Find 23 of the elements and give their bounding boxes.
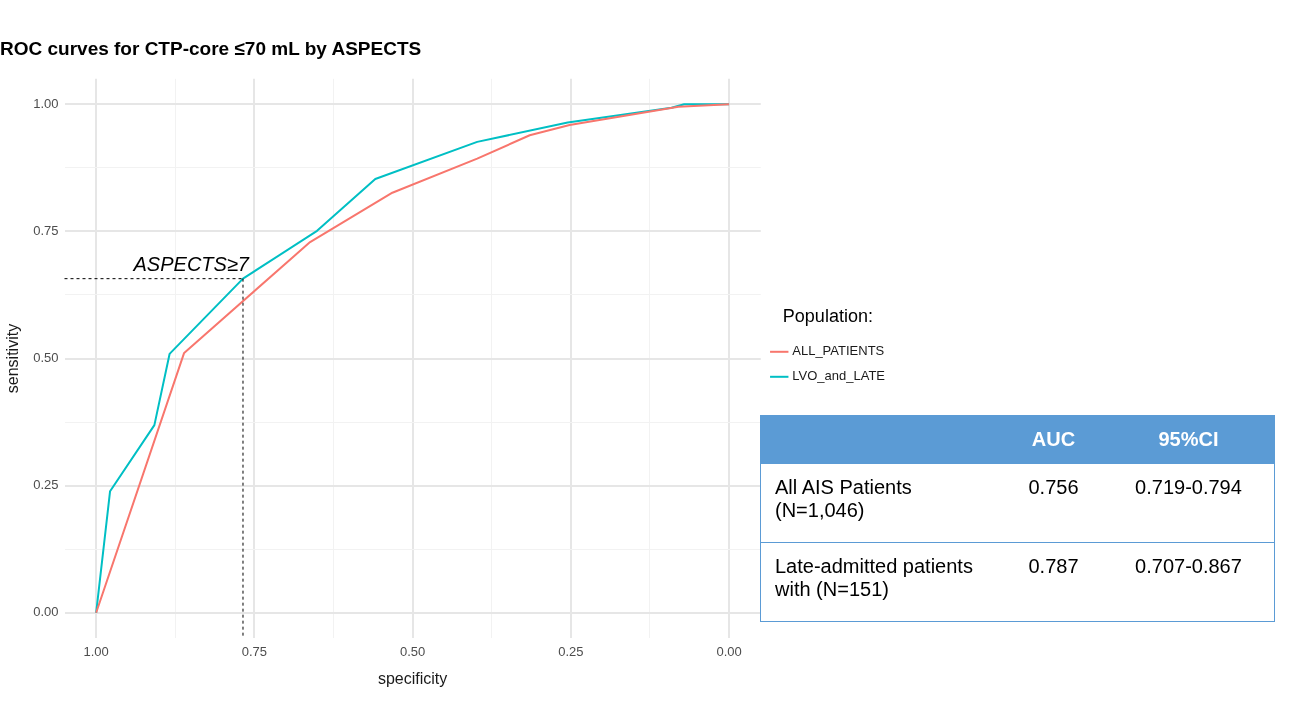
y-tick-label: 0.00 (33, 604, 59, 620)
y-tick-label: 0.75 (33, 222, 59, 238)
text: 0.756 (1027, 475, 1080, 500)
text: 0.707-0.867 (1134, 554, 1243, 579)
y-tick-label: 0.25 (33, 477, 59, 493)
annotation: ASPECTS≥7 (132, 253, 250, 276)
y-axis-title: sensitivity (4, 323, 22, 394)
y-tick-label: 1.00 (33, 95, 59, 111)
legend-label: ALL_PATIENTS (792, 343, 885, 359)
text: 0.787 (1027, 554, 1080, 579)
x-tick-label: 0.00 (716, 643, 742, 659)
text: All AIS Patients (N=1,046) (774, 475, 913, 523)
x-axis-title: specificity (377, 669, 448, 687)
text: 0.719-0.794 (1134, 475, 1243, 500)
legend-label: LVO_and_LATE (792, 368, 886, 384)
text: Late-admitted patients with (N=151) (774, 554, 974, 602)
x-tick-label: 0.25 (558, 643, 584, 659)
chart-title: ROC curves for CTP-core ≤70 mL by ASPECTS (0, 37, 422, 59)
y-tick-label: 0.50 (33, 350, 59, 366)
x-tick-label: 1.00 (83, 643, 109, 659)
legend-title: Population: (782, 305, 873, 326)
x-tick-label: 0.50 (399, 643, 426, 659)
x-tick-label: 0.75 (241, 643, 268, 659)
